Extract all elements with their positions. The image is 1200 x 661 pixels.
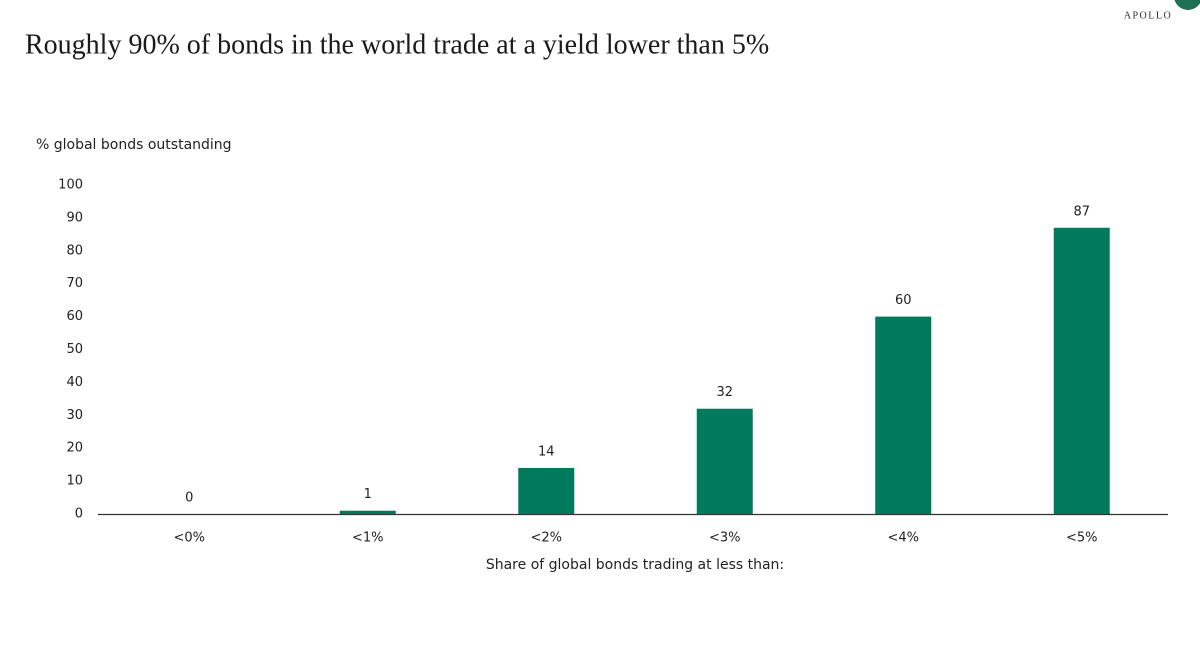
brand-badge (1174, 0, 1200, 10)
bar (1053, 227, 1110, 514)
value-label: 14 (538, 444, 555, 459)
x-tick-label: <2% (530, 531, 562, 546)
y-tick-label: 100 (58, 178, 83, 193)
x-tick-label: <4% (887, 531, 919, 546)
value-label: 1 (364, 487, 372, 502)
y-axis-label: % global bonds outstanding (36, 137, 232, 153)
y-tick-label: 20 (66, 441, 83, 456)
chart-title: Roughly 90% of bonds in the world trade … (25, 29, 769, 60)
value-label: 0 (185, 491, 193, 506)
y-tick-label: 40 (66, 375, 83, 390)
y-tick-label: 70 (66, 276, 83, 291)
y-tick-label: 10 (66, 474, 83, 489)
x-tick-label: <1% (352, 531, 384, 546)
y-tick-label: 30 (66, 408, 83, 423)
y-tick-label: 60 (66, 309, 83, 324)
value-label: 32 (716, 385, 733, 400)
value-label: 60 (895, 293, 912, 308)
y-tick-label: 0 (75, 507, 83, 522)
x-axis-label: Share of global bonds trading at less th… (486, 557, 784, 573)
x-tick-label: <3% (709, 531, 741, 546)
bar (518, 467, 575, 514)
y-tick-label: 50 (66, 342, 83, 357)
bar (875, 316, 932, 514)
bar (696, 408, 753, 514)
brand: APOLLO (1124, 10, 1172, 21)
y-tick-label: 90 (66, 210, 83, 225)
x-tick-label: <5% (1066, 531, 1098, 546)
value-label: 87 (1073, 204, 1090, 219)
bar (339, 510, 396, 514)
x-tick-label: <0% (173, 531, 205, 546)
y-tick-label: 80 (66, 243, 83, 258)
